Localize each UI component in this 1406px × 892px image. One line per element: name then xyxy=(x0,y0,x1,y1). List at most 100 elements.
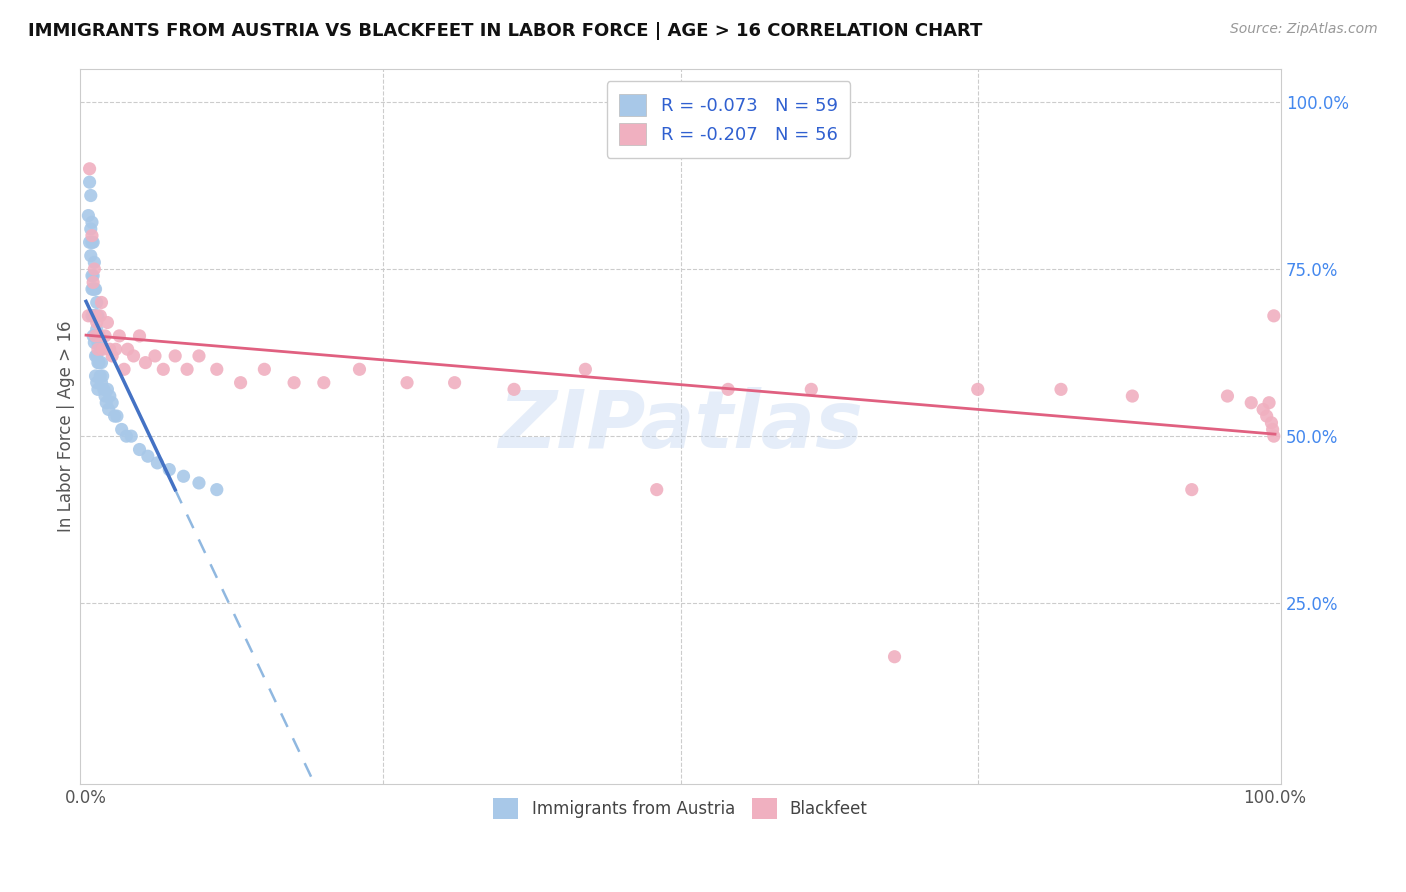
Point xyxy=(1261,422,1284,436)
Point xyxy=(89,369,111,384)
Point xyxy=(84,369,107,384)
Point xyxy=(966,383,988,397)
Point xyxy=(1216,389,1239,403)
Point xyxy=(443,376,465,390)
Point xyxy=(79,161,101,176)
Point xyxy=(87,383,110,397)
Point xyxy=(86,376,108,390)
Point xyxy=(98,343,121,357)
Point xyxy=(122,349,145,363)
Point xyxy=(91,343,114,357)
Point xyxy=(165,349,187,363)
Point xyxy=(146,456,169,470)
Point xyxy=(80,268,103,283)
Point xyxy=(80,215,103,229)
Point xyxy=(1181,483,1204,497)
Point xyxy=(80,188,103,202)
Point xyxy=(1256,409,1278,423)
Point xyxy=(396,376,419,390)
Point xyxy=(1240,395,1263,409)
Text: Source: ZipAtlas.com: Source: ZipAtlas.com xyxy=(1230,22,1378,37)
Point xyxy=(205,362,228,376)
Point xyxy=(80,228,103,243)
Point xyxy=(80,309,103,323)
Point xyxy=(87,309,110,323)
Point xyxy=(84,309,107,323)
Point xyxy=(82,276,104,290)
Point xyxy=(82,235,104,250)
Point xyxy=(105,409,128,423)
Point xyxy=(83,282,105,296)
Point xyxy=(103,409,125,423)
Point xyxy=(349,362,371,376)
Point xyxy=(82,282,104,296)
Point xyxy=(90,356,112,370)
Point xyxy=(84,309,107,323)
Point xyxy=(229,376,252,390)
Point xyxy=(574,362,596,376)
Point xyxy=(94,329,117,343)
Point xyxy=(1258,395,1281,409)
Point xyxy=(84,329,107,343)
Point xyxy=(117,343,139,357)
Point xyxy=(1050,383,1073,397)
Point xyxy=(90,295,112,310)
Point xyxy=(84,282,107,296)
Point xyxy=(176,362,198,376)
Point xyxy=(283,376,305,390)
Point xyxy=(98,389,121,403)
Point xyxy=(112,362,135,376)
Point xyxy=(205,483,228,497)
Point xyxy=(84,329,107,343)
Point xyxy=(136,449,159,463)
Point xyxy=(83,262,105,277)
Point xyxy=(312,376,335,390)
Point xyxy=(800,383,823,397)
Point xyxy=(80,249,103,263)
Point xyxy=(115,429,138,443)
Point xyxy=(84,349,107,363)
Point xyxy=(83,335,105,350)
Point xyxy=(128,442,150,457)
Point xyxy=(91,369,114,384)
Point xyxy=(79,175,101,189)
Point xyxy=(128,329,150,343)
Point xyxy=(104,343,127,357)
Point xyxy=(96,395,118,409)
Point xyxy=(717,383,740,397)
Point xyxy=(120,429,142,443)
Point xyxy=(82,309,104,323)
Point xyxy=(87,335,110,350)
Point xyxy=(108,329,131,343)
Point xyxy=(157,462,180,476)
Legend: Immigrants from Austria, Blackfeet: Immigrants from Austria, Blackfeet xyxy=(486,792,875,825)
Point xyxy=(87,356,110,370)
Point xyxy=(101,349,124,363)
Point xyxy=(111,422,134,436)
Point xyxy=(89,309,111,323)
Point xyxy=(86,295,108,310)
Point xyxy=(101,395,124,409)
Point xyxy=(94,389,117,403)
Point xyxy=(645,483,668,497)
Point xyxy=(77,309,100,323)
Point xyxy=(87,329,110,343)
Point xyxy=(96,383,118,397)
Point xyxy=(1121,389,1143,403)
Point xyxy=(87,343,110,357)
Point xyxy=(97,402,120,417)
Point xyxy=(173,469,195,483)
Point xyxy=(86,316,108,330)
Point xyxy=(1251,402,1274,417)
Point xyxy=(253,362,276,376)
Point xyxy=(82,329,104,343)
Point xyxy=(79,235,101,250)
Point xyxy=(80,222,103,236)
Point xyxy=(1263,429,1285,443)
Text: ZIPatlas: ZIPatlas xyxy=(498,387,863,465)
Point xyxy=(83,309,105,323)
Point xyxy=(87,329,110,343)
Point xyxy=(503,383,526,397)
Point xyxy=(77,209,100,223)
Point xyxy=(152,362,174,376)
